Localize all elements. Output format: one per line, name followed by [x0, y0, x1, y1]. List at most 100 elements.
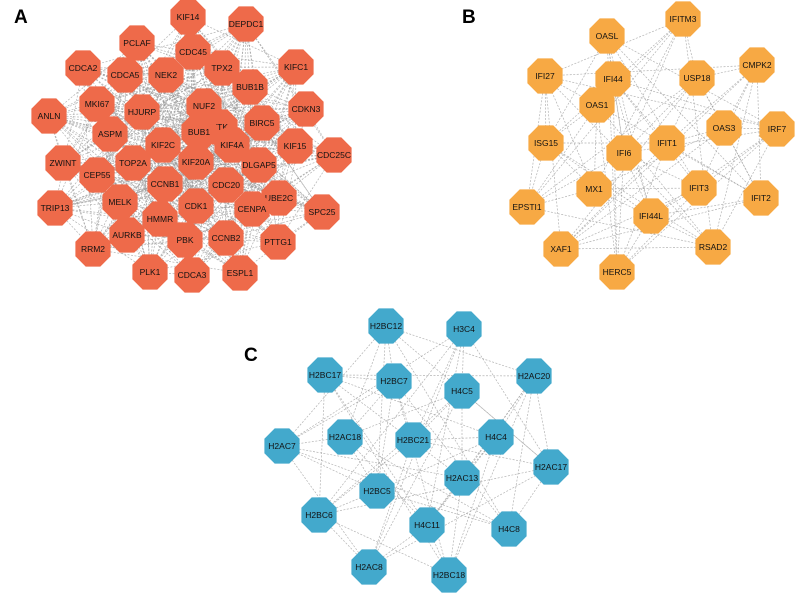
node: SPC25 [304, 194, 340, 230]
edge [62, 105, 205, 164]
edge [376, 490, 510, 530]
node-shape [92, 116, 128, 152]
node-shape [65, 50, 101, 86]
node-shape [132, 254, 168, 290]
node-shape [208, 167, 244, 203]
node-label: IFI6 [617, 148, 632, 158]
node-label: RRM2 [81, 244, 105, 254]
edge [526, 75, 546, 208]
node-shape [174, 257, 210, 293]
node-shape [241, 147, 277, 183]
node-shape [109, 217, 145, 253]
node-label: PLK1 [140, 267, 161, 277]
node-shape [178, 144, 214, 180]
node-shape [444, 373, 480, 409]
node-shape [599, 254, 635, 290]
node-shape [743, 180, 779, 216]
edge [544, 75, 595, 190]
node: PTTG1 [260, 224, 296, 260]
node-label: H4C4 [485, 432, 507, 442]
node-label: NEK2 [155, 70, 177, 80]
edge [187, 16, 297, 68]
node-label: KIF14 [177, 12, 200, 22]
edge [426, 436, 497, 526]
node-label: ESPL1 [227, 268, 254, 278]
edge [318, 374, 326, 516]
node-label: CDCA3 [178, 270, 207, 280]
node-shape [277, 128, 313, 164]
node-shape [147, 166, 183, 202]
node: KIF15 [277, 128, 313, 164]
node-shape [478, 419, 514, 455]
edge [526, 104, 598, 208]
node-shape [376, 363, 412, 399]
node-label: IFIT2 [751, 193, 771, 203]
edge [48, 115, 161, 220]
nodes: KIF14 DEPDC1 PCLAF CDC45 CDCA2 TPX2 KIFC1 NEK2 C… [31, 0, 795, 593]
node: EPSTI1 [509, 189, 545, 225]
node-shape [589, 18, 625, 54]
node: RRM2 [75, 231, 111, 267]
node-label: OASL [596, 31, 619, 41]
node-shape [102, 184, 138, 220]
node-label: H2BC18 [433, 570, 465, 580]
edge [623, 128, 778, 154]
edge [126, 154, 335, 236]
node-label: EPSTI1 [512, 202, 542, 212]
node: H4C5 [444, 373, 480, 409]
node-shape [528, 125, 564, 161]
node-shape [409, 507, 445, 543]
node-shape [261, 180, 297, 216]
node-label: USP18 [684, 73, 711, 83]
node-label: BIRC5 [249, 118, 274, 128]
node-label: ISG15 [534, 138, 558, 148]
node-label: TTK [212, 122, 228, 132]
edge [198, 66, 297, 133]
node-shape [665, 1, 701, 37]
edge [92, 74, 126, 250]
edge [606, 35, 652, 217]
node-label: IFI44 [603, 74, 623, 84]
node: DEPDC1 [228, 6, 264, 42]
node-shape [264, 428, 300, 464]
edge [165, 74, 227, 239]
node: IFIT2 [743, 180, 779, 216]
edge [281, 445, 463, 479]
edge [96, 174, 151, 273]
node: CDC25C [316, 137, 352, 173]
edge [162, 144, 197, 163]
edge [54, 67, 84, 209]
edge [48, 23, 247, 117]
node-shape [543, 231, 579, 267]
node-shape [228, 6, 264, 42]
edge [136, 42, 197, 207]
node: OAS1 [579, 87, 615, 123]
node-shape [606, 135, 642, 171]
edge [318, 328, 465, 516]
edge [593, 18, 684, 190]
node-label: RSAD2 [699, 242, 728, 252]
node-label: IFI44L [639, 211, 663, 221]
node-label: CDC20 [212, 180, 240, 190]
edge [723, 127, 762, 199]
node-label: H4C8 [498, 524, 520, 534]
node-label: HMMR [147, 214, 173, 224]
edge [141, 111, 151, 273]
node-shape [446, 311, 482, 347]
node-shape [142, 201, 178, 237]
node: MX1 [576, 171, 612, 207]
node-shape [37, 190, 73, 226]
node-label: CEP55 [84, 170, 111, 180]
node-label: CMPK2 [742, 60, 772, 70]
node: H2AC8 [351, 549, 387, 585]
edge [560, 187, 700, 250]
node-shape [79, 157, 115, 193]
node-label: H3C4 [453, 324, 475, 334]
edge [184, 145, 296, 241]
node-shape [679, 60, 715, 96]
edge [560, 127, 725, 250]
edge [159, 197, 280, 220]
node-label: IFITM3 [670, 14, 697, 24]
edge [650, 197, 762, 217]
node-shape [119, 25, 155, 61]
